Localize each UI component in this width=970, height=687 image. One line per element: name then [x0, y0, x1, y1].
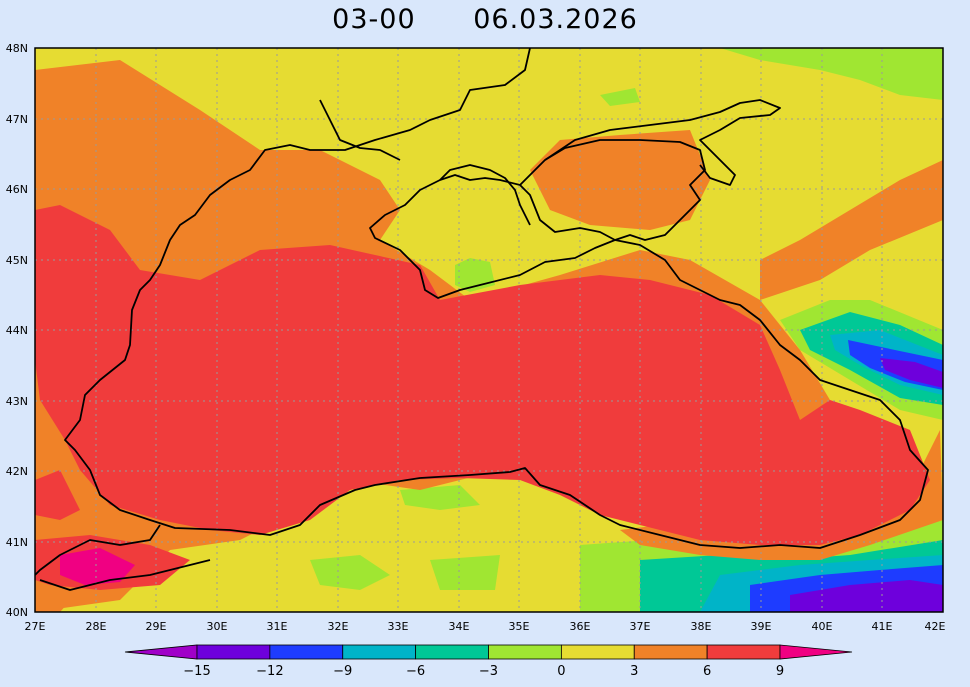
colorbar-label: 9	[776, 664, 784, 679]
graticule	[35, 48, 943, 612]
colorbar-label: −6	[406, 664, 425, 679]
lon-tick: 38E	[691, 620, 712, 633]
lon-tick: 34E	[449, 620, 470, 633]
colorbar-bin	[269, 644, 344, 660]
colorbar-label: 3	[630, 664, 638, 679]
colorbar-label: 6	[703, 664, 711, 679]
lon-tick: 30E	[207, 620, 228, 633]
lat-tick: 43N	[6, 395, 28, 408]
field-orange-sw	[35, 585, 80, 612]
colorbar: −15 −12 −9 −6 −3 0 3 6 9	[124, 644, 853, 679]
lon-tick: 35E	[509, 620, 530, 633]
field-purple-e	[880, 358, 943, 388]
colorbar-bin	[560, 644, 635, 660]
lon-tick: 28E	[86, 620, 107, 633]
colorbar-bin	[342, 644, 417, 660]
coast-azov-north	[544, 99, 781, 186]
coast-bosporus	[35, 524, 211, 591]
colorbar-label: −15	[183, 664, 210, 679]
field-magenta-marmara	[60, 548, 135, 585]
colorbar-bin	[488, 644, 562, 660]
lon-tick: 37E	[630, 620, 651, 633]
lon-tick: 29E	[146, 620, 167, 633]
colorbar-bin	[415, 644, 489, 660]
field-purple-se	[790, 580, 943, 612]
colorbar-label: −12	[256, 664, 283, 679]
coast-river	[319, 99, 401, 161]
colorbar-label: −9	[333, 664, 352, 679]
title-date: 06.03.2026	[473, 4, 638, 35]
lon-tick: 40E	[812, 620, 833, 633]
colorbar-label: −3	[479, 664, 498, 679]
lat-tick: 41N	[6, 536, 28, 549]
coast-sivash	[439, 164, 531, 226]
lat-tick: 48N	[6, 42, 28, 55]
lon-tick: 42E	[925, 620, 946, 633]
map-title: 03-00 06.03.2026	[0, 4, 970, 40]
coast-black-sea	[64, 48, 929, 549]
field-red-sea	[35, 205, 930, 545]
lon-tick: 36E	[570, 620, 591, 633]
colorbar-bin	[124, 644, 198, 660]
coastlines	[35, 48, 929, 591]
plot-frame	[34, 47, 944, 613]
lat-tick: 42N	[6, 465, 28, 478]
field-orange-azov	[530, 130, 710, 230]
lon-tick: 32E	[328, 620, 349, 633]
lon-tick: 31E	[267, 620, 288, 633]
lat-tick: 45N	[6, 254, 28, 267]
lon-tick: 39E	[751, 620, 772, 633]
lon-tick: 33E	[388, 620, 409, 633]
colorbar-bin	[779, 644, 853, 660]
title-time: 03-00	[332, 4, 416, 35]
field-green-s3	[430, 555, 500, 590]
field-red-w	[35, 470, 80, 520]
colorbar-bin	[706, 644, 781, 660]
colorbar-bin	[196, 644, 271, 660]
lat-tick-labels: 40N 41N 42N 43N 44N 45N 46N 47N 48N	[6, 42, 28, 619]
lon-tick-labels: 27E 28E 29E 30E 31E 32E 33E 34E 35E 36E …	[25, 620, 946, 633]
lat-tick: 46N	[6, 183, 28, 196]
lon-tick: 41E	[872, 620, 893, 633]
colorbar-label: 0	[557, 664, 565, 679]
lat-tick: 47N	[6, 113, 28, 126]
field-green-ne	[720, 48, 943, 100]
field-orange-ne	[760, 160, 943, 300]
colorbar-bin	[633, 644, 708, 660]
field-green-s2	[400, 485, 480, 510]
lat-tick: 44N	[6, 324, 28, 337]
lon-tick: 27E	[25, 620, 46, 633]
field-green-patch	[600, 88, 640, 106]
field-green-s1	[310, 555, 390, 590]
lat-tick: 40N	[6, 606, 28, 619]
